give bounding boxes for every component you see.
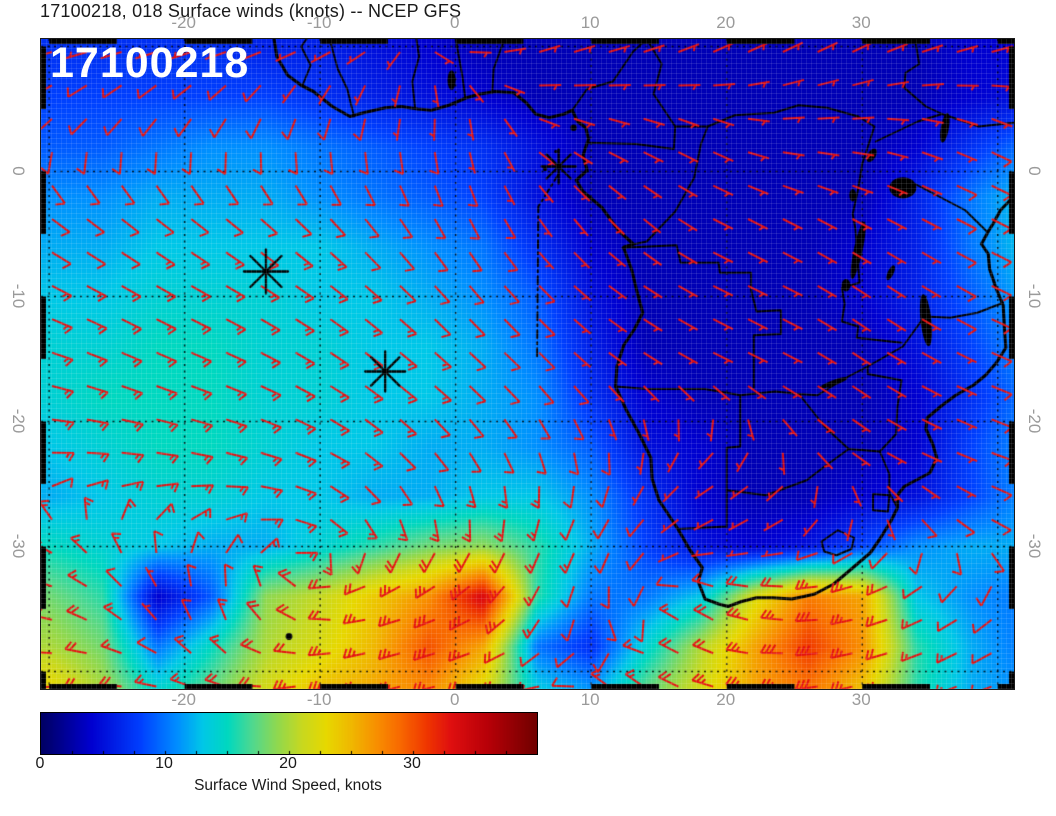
map-date-label: 17100218 <box>50 39 250 87</box>
lat-tick-label-left: -20 <box>9 408 28 433</box>
lat-tick-label-right: -20 <box>1025 408 1044 433</box>
lon-tick-label-bottom: 10 <box>580 690 600 709</box>
colorbar-tick-label: 20 <box>279 755 297 772</box>
lat-tick-label-right: -30 <box>1025 533 1044 558</box>
lon-tick-label-bottom: 30 <box>851 690 871 709</box>
lon-tick-label-top: 20 <box>716 13 736 32</box>
colorbar-tick-label: 0 <box>35 755 45 772</box>
lon-tick-label-bottom: -20 <box>171 690 196 709</box>
lat-tick-label-left: 0 <box>9 165 28 176</box>
lon-tick-label-bottom: 20 <box>716 690 736 709</box>
lon-tick-label-top: -20 <box>171 13 196 32</box>
lon-tick-label-top: 30 <box>851 13 871 32</box>
figure-title: 17100218, 018 Surface winds (knots) -- N… <box>40 1 462 21</box>
colorbar-canvas <box>41 713 537 754</box>
map-panel: 17100218 <box>40 38 1015 690</box>
wind-field-canvas <box>41 39 1014 689</box>
lon-tick-label-top: -10 <box>306 13 332 32</box>
lon-tick-label-top: 0 <box>449 13 460 32</box>
lon-tick-label-bottom: 0 <box>449 690 460 709</box>
lon-tick-label-top: 10 <box>580 13 600 32</box>
colorbar <box>40 712 538 755</box>
lat-tick-label-right: -10 <box>1025 283 1044 308</box>
lon-tick-label-bottom: -10 <box>306 690 332 709</box>
colorbar-title: Surface Wind Speed, knots <box>194 777 382 794</box>
colorbar-tick-label: 30 <box>403 755 421 772</box>
lat-tick-label-right: 0 <box>1025 165 1044 176</box>
colorbar-tick-label: 10 <box>155 755 173 772</box>
lat-tick-label-left: -30 <box>9 533 28 558</box>
lat-tick-label-left: -10 <box>9 283 28 308</box>
